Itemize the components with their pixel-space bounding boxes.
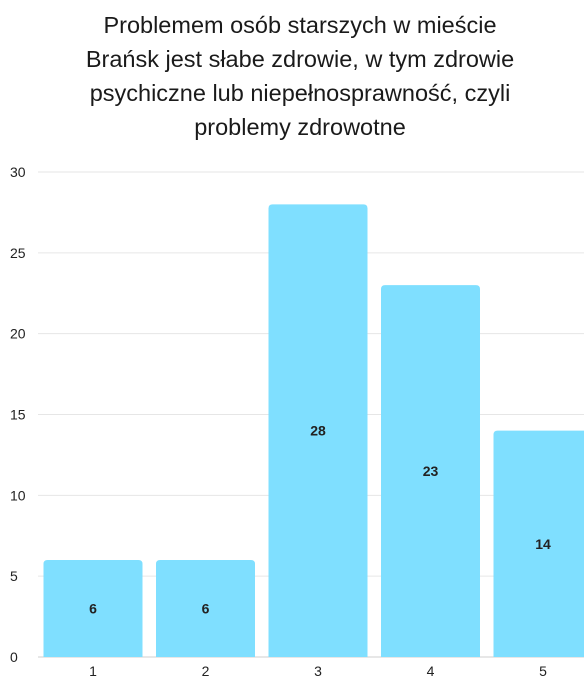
chart-title-line: psychiczne lub niepełnosprawność, czyli bbox=[89, 80, 511, 106]
bars: 6 6 28 23 14 bbox=[43, 204, 584, 658]
x-tick-label: 3 bbox=[314, 663, 322, 679]
y-tick-label: 5 bbox=[10, 568, 18, 584]
x-tick-label: 2 bbox=[202, 663, 210, 679]
bar bbox=[43, 560, 143, 657]
bar bbox=[381, 285, 480, 657]
x-axis: 1 2 3 4 5 bbox=[89, 663, 547, 679]
bar-value-label: 14 bbox=[535, 536, 551, 552]
chart-title-line: Brańsk jest słabe zdrowie, w tym zdrowie bbox=[85, 46, 515, 72]
y-tick-label: 30 bbox=[10, 164, 26, 180]
x-tick-label: 5 bbox=[539, 663, 547, 679]
bar bbox=[268, 204, 368, 658]
y-tick-label: 20 bbox=[10, 326, 26, 342]
bar bbox=[493, 430, 584, 657]
x-tick-label: 1 bbox=[89, 663, 97, 679]
y-tick-label: 0 bbox=[10, 649, 18, 665]
y-tick-label: 25 bbox=[10, 245, 26, 261]
y-tick-label: 15 bbox=[10, 407, 26, 423]
bar-value-label: 6 bbox=[202, 601, 210, 617]
x-tick-label: 4 bbox=[427, 663, 435, 679]
bar-value-label: 28 bbox=[310, 423, 326, 439]
bar bbox=[156, 560, 255, 657]
bar-value-label: 6 bbox=[89, 601, 97, 617]
chart-title-line: problemy zdrowotne bbox=[194, 114, 406, 140]
chart-title: Problemem osób starszych w mieście Brańs… bbox=[30, 8, 570, 144]
y-axis: 0 5 10 15 20 25 30 bbox=[10, 164, 26, 665]
chart-title-line: Problemem osób starszych w mieście bbox=[103, 12, 497, 38]
bar-value-label: 23 bbox=[423, 463, 439, 479]
y-tick-label: 10 bbox=[10, 487, 26, 503]
